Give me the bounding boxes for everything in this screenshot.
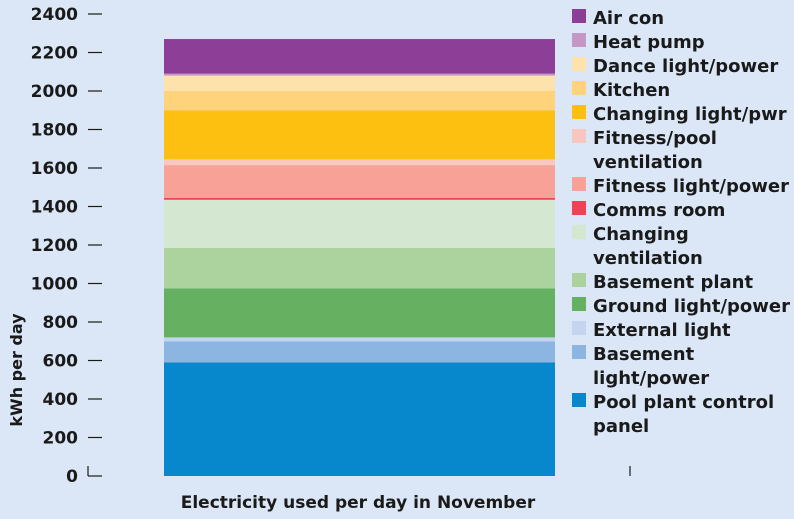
legend-swatch — [572, 33, 586, 47]
bar-segment — [164, 165, 555, 198]
legend-label: Heat pump — [593, 32, 705, 53]
bar-segment — [164, 341, 555, 363]
legend-label: ventilation — [593, 248, 703, 269]
legend-label: light/power — [593, 368, 709, 389]
legend-swatch — [572, 9, 586, 23]
legend-label: Basement plant — [593, 272, 753, 293]
legend-swatch — [572, 81, 586, 95]
y-tick-label: 2400 — [31, 5, 78, 25]
legend-label: Dance light/power — [593, 56, 778, 77]
legend: Air con Heat pump Dance light/power Kitchen… — [572, 8, 790, 437]
legend-swatch — [572, 57, 586, 71]
y-tick-label: 1800 — [31, 121, 78, 141]
bar-segment — [164, 91, 555, 111]
legend-label: ventilation — [593, 152, 703, 173]
bar-segment — [164, 337, 555, 342]
y-tick-label: 2000 — [31, 82, 78, 102]
bar-segment — [164, 159, 555, 166]
legend-label: Changing — [593, 224, 689, 245]
legend-label: panel — [593, 416, 649, 437]
legend-label: Fitness/pool — [593, 128, 717, 149]
y-tick-label: 200 — [43, 429, 79, 449]
legend-label: Fitness light/power — [593, 176, 789, 197]
bar-segment — [164, 199, 555, 248]
legend-swatch — [572, 225, 586, 239]
y-tick-label: 1000 — [31, 275, 78, 295]
bar-segment — [164, 247, 555, 289]
y-tick-label: 600 — [43, 352, 79, 372]
legend-swatch — [572, 129, 586, 143]
legend-label: Basement — [593, 344, 695, 365]
legend-swatch — [572, 105, 586, 119]
legend-swatch — [572, 177, 586, 191]
legend-swatch — [572, 345, 586, 359]
y-tick-label: 800 — [43, 313, 79, 333]
y-tick-label: 2200 — [31, 44, 78, 64]
legend-label: Changing light/pwr — [593, 104, 787, 125]
y-axis-title: kWh per day — [7, 313, 26, 427]
bar-segment — [164, 197, 555, 200]
y-tick-label: 1200 — [31, 236, 78, 256]
legend-label: Kitchen — [593, 80, 670, 101]
legend-label: Ground light/power — [593, 296, 790, 317]
legend-label: Comms room — [593, 200, 725, 221]
bar-segment — [164, 362, 555, 476]
bar-segment — [164, 39, 555, 74]
legend-label: Air con — [593, 8, 664, 29]
legend-swatch — [572, 297, 586, 311]
bar-segment — [164, 73, 555, 76]
bar-segment — [164, 75, 555, 91]
y-tick-label: 1600 — [31, 159, 78, 179]
legend-swatch — [572, 273, 586, 287]
legend-label: External light — [593, 320, 731, 341]
legend-swatch — [572, 393, 586, 407]
y-axis: 0 200 400 600 800 1000 1200 1400 1600 1800 2000 220… — [31, 5, 631, 487]
legend-label: Pool plant control — [593, 392, 774, 413]
bar-segment — [164, 110, 555, 160]
legend-swatch — [572, 321, 586, 335]
y-tick-label: 400 — [43, 390, 79, 410]
x-axis-title: Electricity used per day in November — [181, 493, 536, 513]
bar-segment — [164, 288, 555, 338]
legend-swatch — [572, 201, 586, 215]
y-tick-label: 1400 — [31, 198, 78, 218]
y-tick-label: 0 — [66, 467, 78, 487]
bar-stack — [164, 39, 555, 476]
